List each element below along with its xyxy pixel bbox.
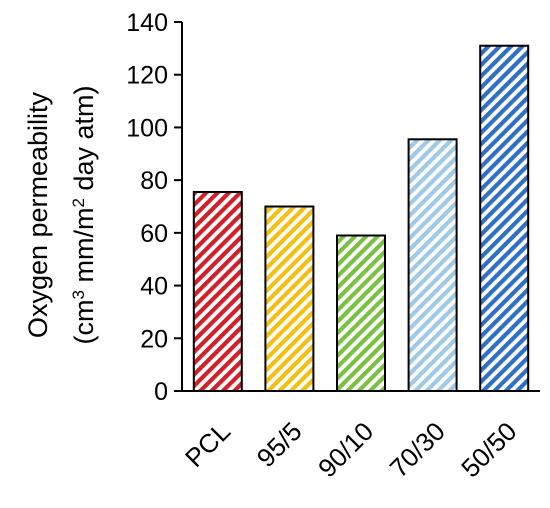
- x-axis-labels: PCL 95/5 90/10 70/30 50/50: [179, 416, 522, 483]
- bar-50-50: [479, 44, 530, 392]
- y-tick-label: 0: [154, 378, 168, 406]
- x-tick-label: 90/10: [312, 416, 379, 483]
- bars: [192, 44, 530, 392]
- y-tick-label: 120: [126, 62, 168, 90]
- y-tick-label: 80: [140, 167, 168, 195]
- x-tick-label: 70/30: [384, 416, 451, 483]
- bar-70-30: [407, 138, 458, 392]
- y-axis-title: Oxygen permeability (cm3 mm/m2 day atm): [23, 86, 99, 345]
- y-tick-label: 140: [126, 9, 168, 37]
- x-tick-label: 95/5: [251, 416, 308, 473]
- y-tick-label: 100: [126, 114, 168, 142]
- bar-90-10: [336, 234, 386, 392]
- y-axis-title-line1: Oxygen permeability: [23, 91, 53, 338]
- bar-95-5: [264, 205, 315, 392]
- bar-pcl: [192, 191, 243, 392]
- y-axis-title-line2: (cm3 mm/m2 day atm): [69, 86, 100, 345]
- y-axis-ticks: 0 20 40 60 80 100 120 140: [126, 9, 182, 406]
- y-tick-label: 20: [140, 325, 168, 353]
- y-tick-label: 60: [140, 220, 168, 248]
- x-tick-label: PCL: [179, 416, 236, 473]
- y-tick-label: 40: [140, 273, 168, 301]
- x-tick-label: 50/50: [455, 416, 522, 483]
